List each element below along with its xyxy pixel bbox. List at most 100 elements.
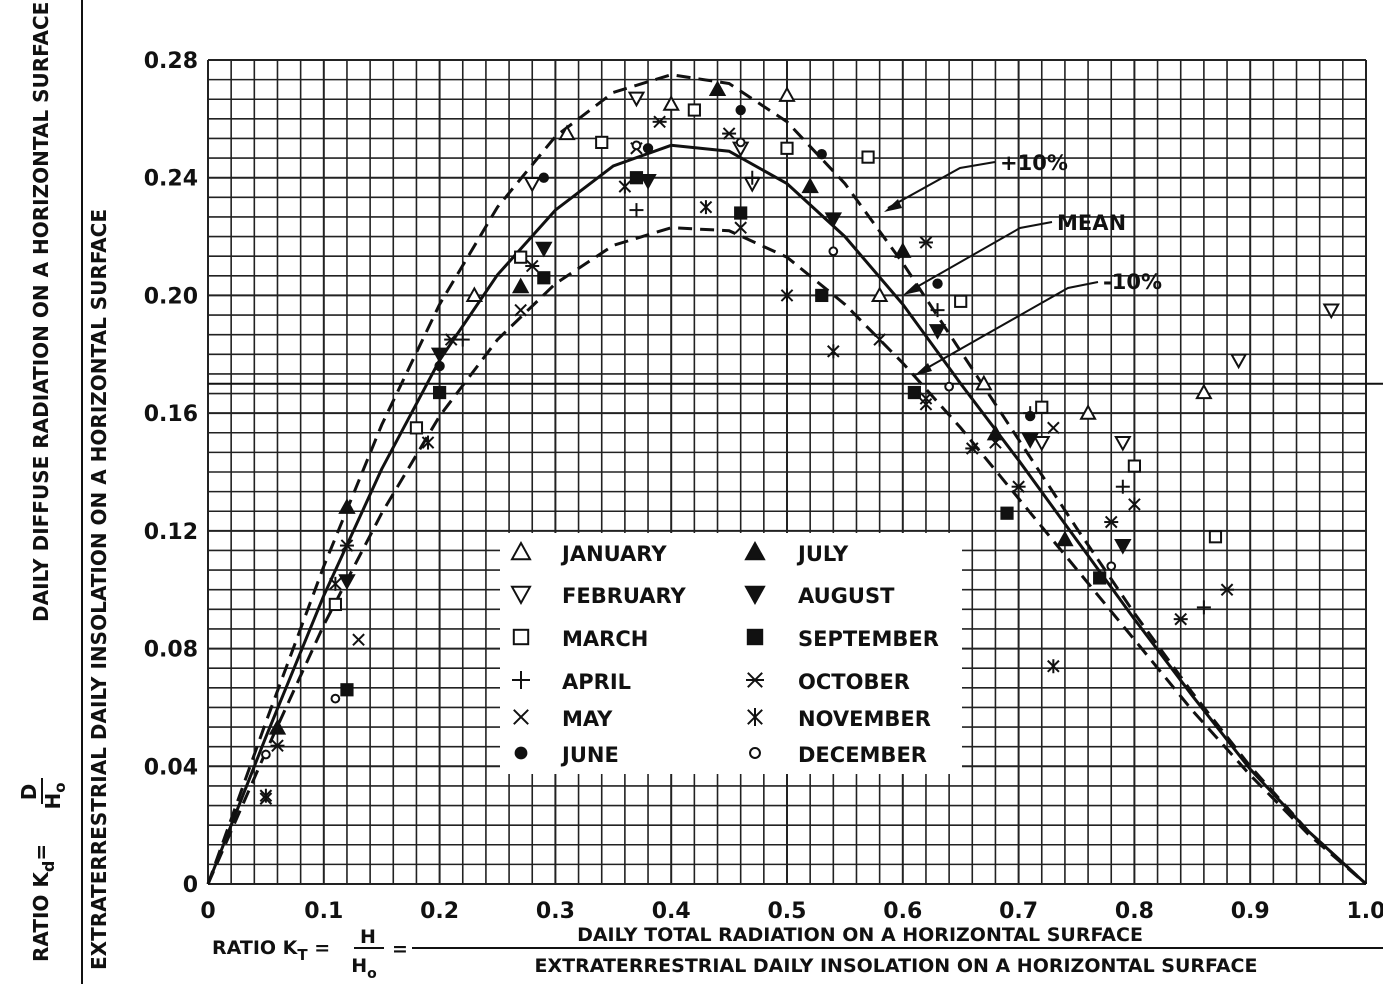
y-tick-label: 0.12 xyxy=(144,520,198,545)
point-september xyxy=(340,683,354,697)
point-february xyxy=(627,91,646,108)
legend-label-march: MARCH xyxy=(562,627,648,651)
point-june xyxy=(642,143,654,154)
point-december xyxy=(330,693,341,704)
x-tick-label: 0.4 xyxy=(652,899,691,924)
point-february xyxy=(1322,303,1340,320)
point-july xyxy=(986,424,1005,441)
y-tick-label: 0.28 xyxy=(144,49,198,74)
point-september xyxy=(907,385,921,400)
x-label-num: H xyxy=(360,926,376,948)
point-january xyxy=(975,374,993,391)
point-november xyxy=(919,397,933,412)
point-december xyxy=(828,246,839,257)
y-label-ratio: RATIO Kd= xyxy=(29,844,58,962)
y-label-line1: DAILY DIFFUSE RADIATION ON A HORIZONTAL … xyxy=(29,2,53,622)
point-june xyxy=(538,172,550,183)
point-december xyxy=(735,137,746,148)
point-june xyxy=(816,148,827,160)
legend-box xyxy=(500,533,962,774)
point-april xyxy=(1196,600,1211,615)
legend-label-september: SEPTEMBER xyxy=(798,627,939,651)
point-march xyxy=(1035,400,1049,414)
point-october xyxy=(965,442,980,455)
x-tick-label: 0 xyxy=(200,899,215,924)
point-july xyxy=(801,177,819,194)
point-november xyxy=(699,200,713,215)
legend-label-october: OCTOBER xyxy=(798,670,910,694)
point-december xyxy=(1106,561,1117,572)
y-tick-label: 0.08 xyxy=(144,638,198,663)
legend-marker-october xyxy=(746,672,764,688)
point-november xyxy=(827,344,840,359)
curve-10 xyxy=(206,73,1368,886)
legend-label-february: FEBRUARY xyxy=(562,584,687,608)
point-october xyxy=(270,739,285,752)
point-january xyxy=(1079,404,1097,420)
legend-marker-november xyxy=(747,708,763,726)
point-january xyxy=(662,95,680,111)
x-label-den: Ho xyxy=(351,955,377,982)
annot-arrows xyxy=(884,161,1099,376)
x-tick-label: 0.8 xyxy=(1115,899,1154,924)
point-february xyxy=(1229,353,1248,370)
point-june xyxy=(932,278,943,289)
point-november xyxy=(873,332,886,347)
point-september xyxy=(433,385,447,400)
y-label-line2: EXTRATERRESTRIAL DAILY INSOLATION ON A H… xyxy=(87,209,111,970)
point-august xyxy=(928,324,947,340)
point-july xyxy=(894,242,912,258)
x-axis-label: RATIO KT = H Ho = DAILY TOTAL RADIATION … xyxy=(212,924,1383,982)
point-september xyxy=(815,288,829,303)
point-january xyxy=(778,86,796,102)
point-january xyxy=(465,286,484,303)
point-march xyxy=(687,103,701,117)
point-october xyxy=(1173,612,1188,626)
y-axis-label-line2: EXTRATERRESTRIAL DAILY INSOLATION ON A H… xyxy=(81,0,111,984)
point-january xyxy=(558,124,576,141)
point-march xyxy=(1208,530,1223,544)
point-october xyxy=(525,259,540,273)
legend-marker-march xyxy=(512,628,530,646)
point-july xyxy=(1056,530,1074,547)
x-label-line1: DAILY TOTAL RADIATION ON A HORIZONTAL SU… xyxy=(577,924,1143,946)
y-tick-label: 0.16 xyxy=(144,402,198,427)
point-august xyxy=(430,347,449,364)
point-october xyxy=(652,115,667,129)
point-may xyxy=(1047,421,1060,435)
legend-label-july: JULY xyxy=(796,542,849,566)
x-tick-label: 0.1 xyxy=(304,899,343,924)
point-september xyxy=(1000,506,1014,520)
point-october xyxy=(1011,480,1026,494)
x-tick-label: 0.6 xyxy=(883,899,922,924)
legend-marker-june xyxy=(514,746,528,760)
point-july xyxy=(268,718,287,735)
annot-mean: MEAN xyxy=(1057,211,1126,235)
legend-marker-february xyxy=(510,585,532,606)
point-april xyxy=(1115,479,1130,494)
y-label-num: D xyxy=(17,784,41,801)
point-november xyxy=(421,435,435,450)
point-march xyxy=(595,135,609,150)
annot-minus10: -10% xyxy=(1103,270,1162,294)
point-may xyxy=(352,633,365,647)
point-november xyxy=(1047,659,1060,674)
point-september xyxy=(1093,571,1107,585)
x-tick-label: 0.5 xyxy=(768,899,807,924)
point-november xyxy=(1128,497,1141,512)
y-tick-label: 0.04 xyxy=(144,755,198,780)
legend-label-august: AUGUST xyxy=(798,584,895,608)
legend-marker-january xyxy=(510,540,532,561)
point-june xyxy=(1024,410,1036,422)
annot-plus10: +10% xyxy=(1000,151,1068,175)
x-tick-label: 0.2 xyxy=(420,899,459,924)
point-october xyxy=(1104,515,1119,529)
x-tick-label: 1.0 xyxy=(1347,899,1383,924)
point-august xyxy=(639,174,657,190)
point-april xyxy=(745,170,760,185)
point-march xyxy=(1127,459,1142,473)
legend-marker-may xyxy=(513,709,529,725)
point-may xyxy=(514,303,527,317)
legend-label-december: DECEMBER xyxy=(798,743,927,767)
